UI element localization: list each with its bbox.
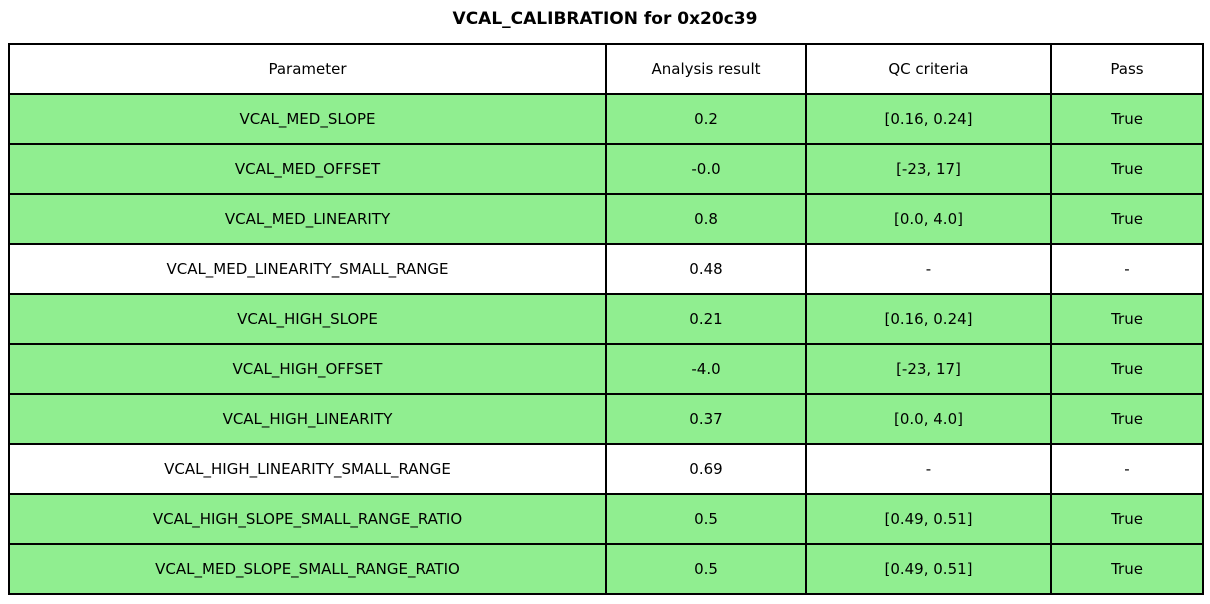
table-row: VCAL_HIGH_OFFSET -4.0 [-23, 17] True (8, 343, 1204, 395)
cell-analysis-result: 0.2 (605, 93, 807, 145)
cell-qc-criteria: [0.16, 0.24] (805, 293, 1052, 345)
cell-qc-criteria: [-23, 17] (805, 143, 1052, 195)
qc-results-table: Parameter Analysis result QC criteria Pa… (8, 43, 1204, 595)
cell-analysis-result: 0.48 (605, 243, 807, 295)
cell-pass: True (1050, 343, 1204, 395)
cell-parameter: VCAL_MED_LINEARITY_SMALL_RANGE (8, 243, 607, 295)
cell-parameter: VCAL_MED_SLOPE (8, 93, 607, 145)
cell-parameter: VCAL_MED_SLOPE_SMALL_RANGE_RATIO (8, 543, 607, 595)
table-body: VCAL_MED_SLOPE 0.2 [0.16, 0.24] True VCA… (8, 93, 1204, 595)
column-header-parameter: Parameter (8, 43, 607, 95)
table-header-row: Parameter Analysis result QC criteria Pa… (8, 43, 1204, 95)
cell-qc-criteria: [0.0, 4.0] (805, 393, 1052, 445)
cell-parameter: VCAL_MED_OFFSET (8, 143, 607, 195)
cell-qc-criteria: [-23, 17] (805, 343, 1052, 395)
cell-analysis-result: 0.21 (605, 293, 807, 345)
table-row: VCAL_MED_OFFSET -0.0 [-23, 17] True (8, 143, 1204, 195)
cell-qc-criteria: [0.0, 4.0] (805, 193, 1052, 245)
cell-parameter: VCAL_HIGH_LINEARITY_SMALL_RANGE (8, 443, 607, 495)
cell-analysis-result: 0.5 (605, 543, 807, 595)
cell-analysis-result: -4.0 (605, 343, 807, 395)
cell-pass: True (1050, 293, 1204, 345)
cell-parameter: VCAL_HIGH_OFFSET (8, 343, 607, 395)
cell-qc-criteria: [0.16, 0.24] (805, 93, 1052, 145)
table-row: VCAL_HIGH_LINEARITY 0.37 [0.0, 4.0] True (8, 393, 1204, 445)
chart-title: VCAL_CALIBRATION for 0x20c39 (452, 9, 758, 29)
cell-qc-criteria: - (805, 443, 1052, 495)
cell-pass: True (1050, 543, 1204, 595)
cell-analysis-result: 0.5 (605, 493, 807, 545)
cell-pass: - (1050, 243, 1204, 295)
cell-parameter: VCAL_MED_LINEARITY (8, 193, 607, 245)
cell-parameter: VCAL_HIGH_LINEARITY (8, 393, 607, 445)
cell-pass: True (1050, 93, 1204, 145)
cell-analysis-result: 0.69 (605, 443, 807, 495)
cell-qc-criteria: [0.49, 0.51] (805, 543, 1052, 595)
table-row: VCAL_HIGH_LINEARITY_SMALL_RANGE 0.69 - - (8, 443, 1204, 495)
table-row: VCAL_MED_SLOPE 0.2 [0.16, 0.24] True (8, 93, 1204, 145)
cell-analysis-result: 0.8 (605, 193, 807, 245)
table-row: VCAL_MED_SLOPE_SMALL_RANGE_RATIO 0.5 [0.… (8, 543, 1204, 595)
cell-analysis-result: 0.37 (605, 393, 807, 445)
table-row: VCAL_MED_LINEARITY 0.8 [0.0, 4.0] True (8, 193, 1204, 245)
table-row: VCAL_HIGH_SLOPE 0.21 [0.16, 0.24] True (8, 293, 1204, 345)
cell-parameter: VCAL_HIGH_SLOPE (8, 293, 607, 345)
cell-pass: True (1050, 143, 1204, 195)
cell-parameter: VCAL_HIGH_SLOPE_SMALL_RANGE_RATIO (8, 493, 607, 545)
cell-pass: True (1050, 493, 1204, 545)
table-row: VCAL_MED_LINEARITY_SMALL_RANGE 0.48 - - (8, 243, 1204, 295)
cell-analysis-result: -0.0 (605, 143, 807, 195)
cell-qc-criteria: [0.49, 0.51] (805, 493, 1052, 545)
column-header-pass: Pass (1050, 43, 1204, 95)
cell-pass: True (1050, 193, 1204, 245)
table-row: VCAL_HIGH_SLOPE_SMALL_RANGE_RATIO 0.5 [0… (8, 493, 1204, 545)
cell-pass: - (1050, 443, 1204, 495)
column-header-qc-criteria: QC criteria (805, 43, 1052, 95)
column-header-analysis-result: Analysis result (605, 43, 807, 95)
cell-pass: True (1050, 393, 1204, 445)
cell-qc-criteria: - (805, 243, 1052, 295)
